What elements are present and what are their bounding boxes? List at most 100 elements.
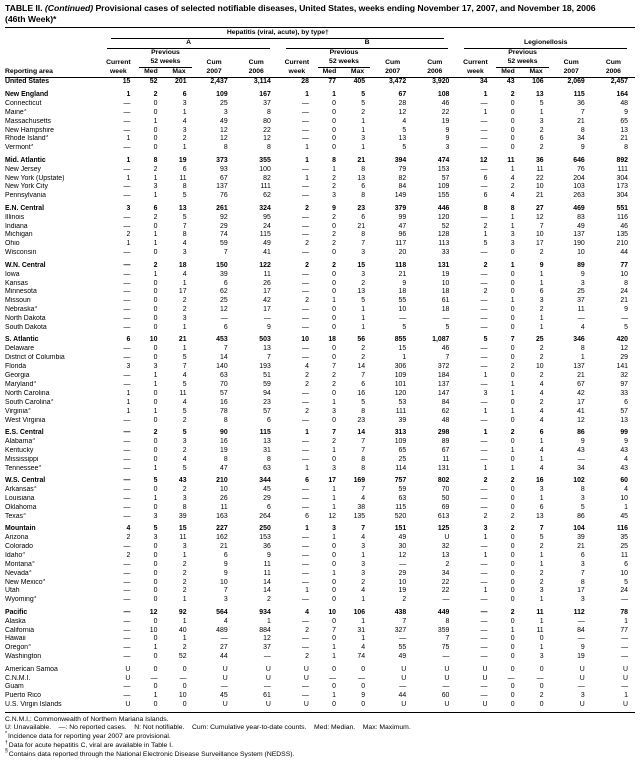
cell-value: 4 [223, 617, 228, 625]
reporting-area-cell: Kansas [5, 279, 28, 287]
table-row: Kentucky — 0 2 19 31 — 1 7 65 67 — 1 4 43 43 [5, 447, 635, 456]
cell-value: 39 [398, 416, 407, 424]
cell-value: 0 [510, 683, 515, 691]
cell-value: 18 [441, 288, 450, 296]
cell-value: 90 [220, 429, 228, 436]
cell-value: 17 [577, 587, 585, 595]
cell-value: 0 [510, 279, 515, 287]
cell-value: 0 [153, 578, 158, 586]
footnote-provisional: *Incidence data for reporting year 2007 … [5, 731, 635, 742]
header-previous: Previous [151, 49, 180, 57]
cell-value: 78 [620, 608, 628, 616]
cell-value: 2 [126, 551, 131, 559]
cell-value: 0 [361, 683, 366, 691]
cell-value: 95 [263, 213, 271, 221]
cell-value: 1 [182, 279, 187, 287]
cell-value: 2,457 [610, 78, 628, 86]
cell-value: 0 [332, 315, 336, 323]
cell-value: 39 [178, 512, 187, 520]
cell-value: — [123, 324, 131, 332]
cell-value: 2 [305, 240, 309, 248]
cell-value: — [302, 692, 309, 700]
table-row: Iowa —1 4 39 11—0 3 21 19—0 1 9 10 [5, 271, 635, 280]
cell-value: 264 [259, 512, 271, 520]
cell-value: 201 [175, 78, 187, 86]
cell-value: 1 [361, 306, 366, 314]
cell-value: 6 [266, 416, 271, 424]
cell-value: 0 [153, 617, 158, 625]
cell-value: 1 [126, 156, 131, 164]
cell-value: — [480, 324, 488, 332]
cell-value: 0 [332, 389, 336, 397]
cell-value: 43 [620, 446, 628, 454]
cell-value: 2 [182, 306, 187, 314]
cell-value: 2 [332, 261, 336, 269]
header-current: Current [463, 59, 488, 67]
table-row: Texas§ — 3 39 163 264 6 12 135 520 613 2 2 13 86 45 [5, 513, 635, 522]
cell-value: 7 [332, 429, 336, 436]
cell-value: 8 [580, 485, 585, 493]
cell-value: — [302, 324, 309, 332]
reporting-area-cell: New Mexico§ [5, 578, 46, 586]
cell-value: 8 [361, 165, 366, 173]
cell-value: 25 [535, 336, 544, 344]
cell-value: 1 [483, 464, 488, 472]
table-row: Massachusetts — 1 4 49 80 — 0 1 4 19 — 0 3 21 65 [5, 118, 635, 127]
cell-value: — [302, 99, 309, 107]
cell-value: 193 [259, 363, 271, 371]
cell-value: 0 [153, 446, 158, 454]
cell-value: 3 [580, 494, 585, 502]
cell-value: 13 [535, 512, 544, 520]
cell-value: 21 [398, 270, 407, 278]
cell-value: 27 [220, 644, 228, 652]
cell-value: 7 [182, 363, 187, 371]
cell-value: 103 [573, 183, 585, 191]
cell-value: 420 [616, 336, 629, 344]
cell-value: 0 [510, 144, 515, 152]
cell-value: — [123, 653, 131, 661]
cell-value: 12 [149, 608, 158, 616]
cell-value: — [123, 596, 131, 604]
cell-value: — [150, 674, 158, 682]
reporting-area-cell: Washington [5, 653, 42, 661]
cell-value: 74 [220, 231, 228, 239]
header-cum: Cum [427, 59, 443, 67]
cell-value: 9 [445, 135, 450, 143]
cell-value: 8 [580, 345, 585, 353]
cell-value: 1 [332, 165, 336, 173]
cell-value: 2 [182, 644, 187, 652]
cell-value: 4 [539, 464, 544, 472]
cell-value: 155 [437, 192, 450, 200]
table-row: C.N.M.I. U — — U U U — — U U U — — U U [5, 675, 635, 684]
cell-value: 135 [353, 512, 366, 520]
cell-value: 261 [216, 204, 228, 212]
cell-value: 1 [483, 587, 488, 595]
footnote-nedss: §Contains data reported through the Nati… [5, 749, 635, 760]
cell-value: 4 [305, 363, 309, 371]
cell-value: 8 [223, 455, 228, 463]
cell-value: 1 [305, 144, 309, 152]
cell-value: 49 [263, 240, 271, 248]
cell-value: 1 [266, 617, 271, 625]
cell-value: 0 [164, 701, 194, 713]
cell-value: 1 [402, 354, 407, 362]
cell-value: 3 [223, 596, 228, 604]
cell-value: 17 [263, 306, 271, 314]
cell-value: 1 [483, 407, 488, 415]
cell-value: — [123, 372, 131, 380]
cell-value: — [220, 315, 228, 323]
reporting-area-cell: North Dakota [5, 315, 46, 323]
cell-value: 13 [357, 174, 366, 182]
cell-value: 884 [259, 626, 271, 634]
cell-value: 0 [510, 372, 515, 380]
cell-value: 3 [182, 494, 187, 502]
cell-value: 2 [153, 213, 158, 221]
cell-value: — [399, 635, 407, 643]
cell-value: 6 [539, 288, 544, 296]
cell-value: 16 [535, 477, 544, 485]
cell-value: 3 [445, 144, 450, 152]
cell-value: 41 [577, 407, 585, 415]
cell-value: — [123, 692, 131, 700]
cell-value: 11 [179, 389, 187, 397]
cell-value: 108 [437, 90, 450, 98]
